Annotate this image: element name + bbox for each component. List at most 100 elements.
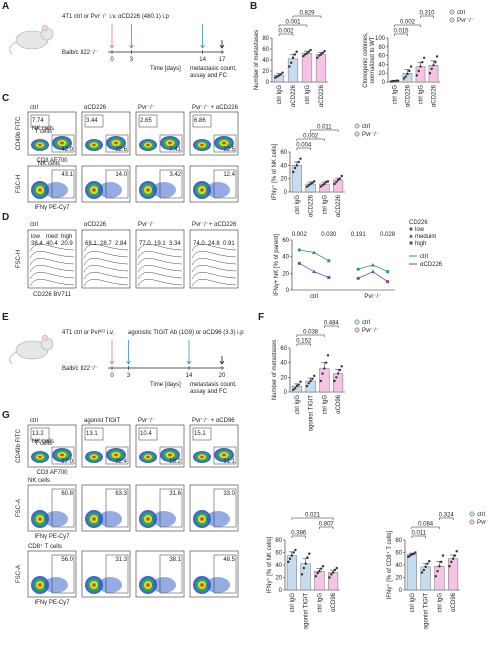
gate-value: 31.1 bbox=[223, 459, 235, 465]
marker bbox=[409, 241, 413, 245]
y-tick-label: 100 bbox=[375, 36, 386, 42]
y-tick-label: 20 bbox=[378, 71, 385, 77]
injection-arrow bbox=[200, 24, 205, 49]
y-tick-label: 0 bbox=[382, 80, 386, 86]
legend-label: ctrl bbox=[457, 10, 465, 16]
data-point bbox=[305, 52, 309, 55]
data-point bbox=[277, 74, 281, 77]
gate bbox=[51, 488, 75, 528]
gate-value: 60.8 bbox=[61, 491, 73, 497]
data-point bbox=[393, 79, 396, 83]
bar bbox=[434, 566, 445, 591]
histogram bbox=[29, 244, 75, 252]
y-tick-label: 80 bbox=[275, 538, 282, 544]
data-point bbox=[340, 365, 343, 368]
x-tick-label: ctrl IgG bbox=[410, 593, 416, 613]
marker bbox=[356, 276, 360, 280]
x-tick-label: ctrl IgG bbox=[277, 85, 283, 105]
histogram bbox=[83, 244, 129, 252]
gate-value: 40.4 bbox=[46, 241, 58, 247]
gate-value: 7.41 bbox=[169, 147, 181, 153]
p-value: 0.001 bbox=[285, 20, 301, 26]
data-point bbox=[304, 562, 307, 565]
data-point bbox=[434, 575, 437, 578]
data-point bbox=[453, 554, 457, 557]
y-tick-label: 60 bbox=[280, 150, 287, 156]
data-point bbox=[321, 184, 324, 187]
y-tick-label: 60 bbox=[282, 238, 289, 244]
gate-value: 13.1 bbox=[86, 431, 98, 437]
data-point bbox=[313, 180, 316, 183]
histogram bbox=[83, 265, 129, 273]
density bbox=[146, 583, 150, 587]
data-point bbox=[318, 570, 321, 573]
data-point bbox=[450, 560, 453, 564]
y-axis-label: IFNγ⁺ [% of NK cells] bbox=[271, 143, 278, 200]
legend-swatch bbox=[354, 123, 360, 129]
y-tick-label: 40 bbox=[395, 563, 402, 569]
day-label: 0 bbox=[110, 57, 114, 63]
gate bbox=[105, 446, 129, 465]
panel-letter: B bbox=[250, 1, 257, 12]
data-point bbox=[290, 554, 294, 557]
density bbox=[200, 583, 204, 587]
density bbox=[152, 182, 176, 198]
gate-value: 3.44 bbox=[86, 118, 98, 124]
gate bbox=[159, 554, 183, 594]
marker bbox=[386, 280, 390, 284]
marker bbox=[386, 270, 390, 274]
panel-letter: E bbox=[2, 312, 9, 323]
gate-label: high bbox=[61, 234, 72, 240]
data-point bbox=[428, 72, 432, 75]
gate-value: 0.91 bbox=[223, 241, 235, 247]
time-label: Time [days] bbox=[150, 66, 181, 72]
y-tick-label: 20 bbox=[280, 375, 287, 381]
legend-label: αCD226 bbox=[420, 262, 443, 268]
x-tick-label: ctrl IgG bbox=[393, 85, 399, 105]
data-point bbox=[335, 180, 338, 184]
plot-title: agonist TIGIT bbox=[84, 418, 121, 424]
p-value: 0.152 bbox=[296, 339, 312, 345]
data-point bbox=[451, 557, 455, 560]
p-value: 0.002 bbox=[303, 134, 319, 140]
density bbox=[92, 517, 96, 521]
gate-value: 31.3 bbox=[115, 557, 127, 563]
data-point bbox=[336, 372, 340, 375]
data-point bbox=[281, 71, 284, 74]
y-tick-label: 40 bbox=[378, 62, 385, 68]
data-point bbox=[338, 177, 342, 180]
x-tick-label: ctrl IgG bbox=[305, 85, 311, 105]
readout: assay and FC bbox=[190, 73, 228, 79]
y-tick-label: 40 bbox=[282, 255, 289, 261]
data-point bbox=[389, 80, 393, 83]
marker bbox=[356, 267, 360, 271]
gate-value: 68.1 bbox=[85, 241, 97, 247]
density bbox=[168, 141, 172, 145]
gate bbox=[138, 114, 158, 128]
data-point bbox=[321, 51, 324, 55]
density bbox=[168, 453, 172, 457]
plot-title: ctrl bbox=[30, 418, 38, 424]
significance-bracket bbox=[296, 343, 311, 346]
histogram bbox=[29, 272, 75, 280]
plot-title: Pvr⁻/⁻+ αCD226 bbox=[192, 222, 237, 228]
y-axis-label: FSC-H bbox=[16, 250, 22, 268]
data-point bbox=[295, 50, 298, 53]
density bbox=[206, 182, 230, 198]
significance-bracket bbox=[291, 535, 306, 538]
p-value: 0.030 bbox=[321, 232, 337, 238]
significance-bracket bbox=[394, 33, 408, 36]
marker bbox=[312, 269, 317, 274]
histogram bbox=[29, 279, 75, 287]
gate-value: 3.34 bbox=[169, 241, 181, 247]
y-tick-label: 40 bbox=[262, 58, 269, 64]
x-tick-label: ctrl IgG bbox=[322, 195, 328, 215]
data-point bbox=[292, 388, 295, 391]
gate bbox=[84, 114, 104, 128]
gate-value: 28.2 bbox=[169, 459, 181, 465]
panel-letter: A bbox=[2, 1, 9, 12]
data-point bbox=[430, 67, 433, 71]
histogram bbox=[191, 251, 237, 259]
y-axis-label: Clonogenic colonies, bbox=[363, 32, 369, 88]
legend-label: Pvr⁻/⁻ bbox=[477, 520, 488, 526]
